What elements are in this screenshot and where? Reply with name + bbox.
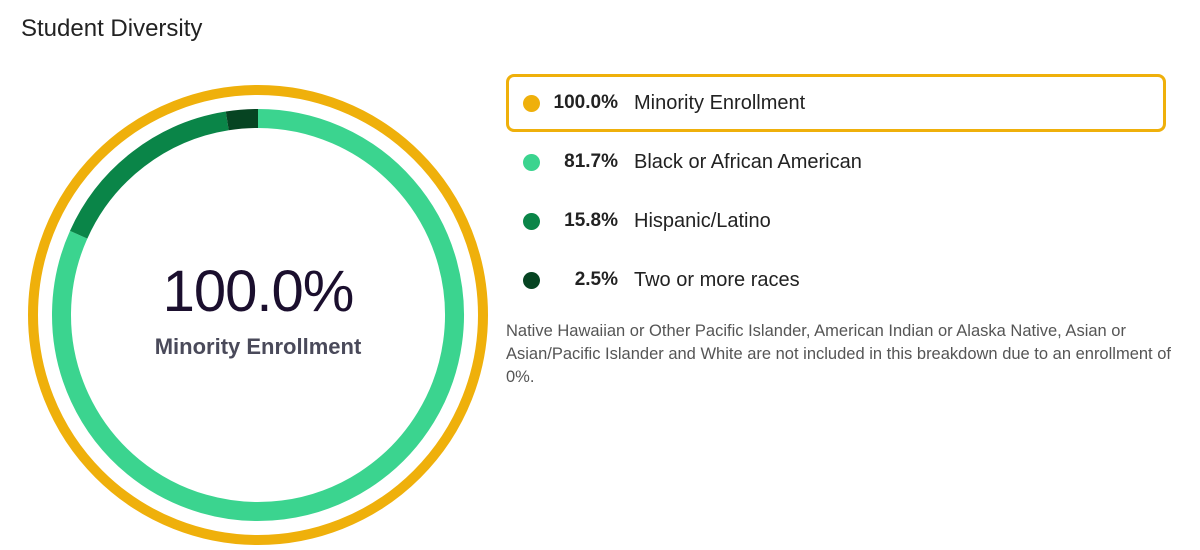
legend-dot-icon: [523, 212, 540, 230]
legend-label: Black or African American: [634, 150, 862, 173]
donut-slice-two-or-more-races[interactable]: [225, 109, 259, 131]
legend-dot-icon: [523, 153, 540, 171]
legend: 100.0% Minority Enrollment 81.7% Black o…: [506, 74, 1166, 310]
legend-dot-icon: [523, 271, 540, 289]
legend-item-two-or-more-races[interactable]: 2.5% Two or more races: [506, 251, 1166, 309]
legend-value: 2.5%: [574, 269, 618, 290]
legend-dot-icon: [523, 94, 540, 112]
legend-value: 100.0%: [553, 92, 618, 113]
legend-label: Minority Enrollment: [634, 91, 806, 114]
center-value: 100.0%: [162, 259, 355, 324]
donut-chart: 100.0% Minority Enrollment: [0, 0, 500, 550]
center-label: Minority Enrollment: [154, 334, 362, 359]
legend-value: 15.8%: [564, 210, 618, 231]
page-title: Student Diversity: [21, 15, 203, 42]
footnote: Native Hawaiian or Other Pacific Islande…: [506, 322, 1171, 386]
donut-slice-hispanic-latino[interactable]: [69, 111, 229, 239]
legend-item-black-african-american[interactable]: 81.7% Black or African American: [506, 133, 1166, 191]
outer-ring-minority-enrollment: [28, 85, 488, 545]
legend-value: 81.7%: [564, 151, 618, 172]
legend-item-hispanic-latino[interactable]: 15.8% Hispanic/Latino: [506, 192, 1166, 250]
legend-item-minority-enrollment[interactable]: 100.0% Minority Enrollment: [506, 74, 1166, 132]
legend-label: Two or more races: [634, 268, 800, 291]
donut-slice-black-or-african-american[interactable]: [52, 109, 464, 521]
donut-chart-svg: [28, 85, 488, 545]
legend-label: Hispanic/Latino: [634, 209, 771, 232]
